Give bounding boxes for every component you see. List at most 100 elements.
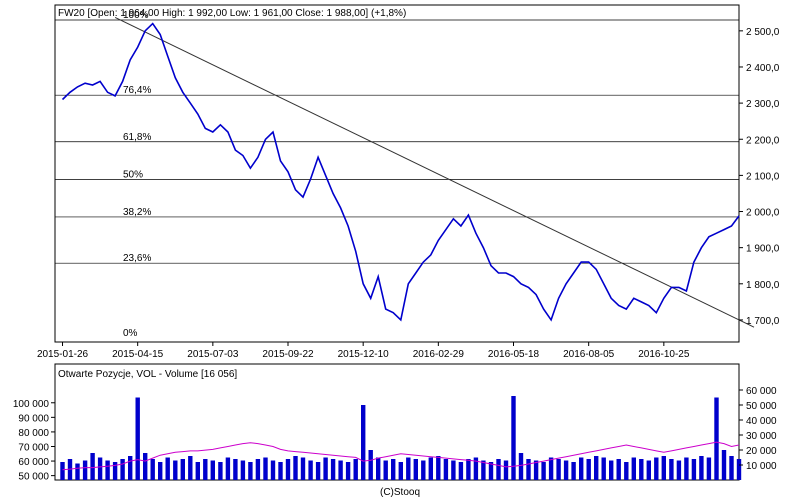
volume-bar [233,459,238,480]
date-tick-label: 2016-05-18 [488,349,540,360]
volume-bar [361,405,366,480]
volume-bar [105,460,110,480]
volume-bar [451,460,456,480]
volume-bar [676,460,682,480]
volume-bar [248,462,253,480]
volume-bar [263,457,268,480]
volume-bar [533,460,539,480]
volume-bar [428,457,433,480]
volume-axis-right: 60 000 50 000 40 000 30 000 20 000 10 000 [739,386,777,472]
volume-bar [135,397,140,480]
volume-bar [391,459,396,480]
volume-bar [195,462,200,480]
price-tick-label: 2 400,0 [746,63,780,74]
volume-bar [458,462,464,480]
date-tick-label: 2015-12-10 [338,349,390,360]
volume-bar [413,459,418,480]
date-tick-label: 2015-09-22 [262,349,314,360]
volume-bar [143,453,148,480]
volume-bar [699,456,704,480]
volume-bar [383,460,388,480]
volume-tick-label: 60 000 [746,386,777,397]
volume-bar [255,459,261,480]
volume-bar [240,460,246,480]
price-panel [54,4,740,343]
open-interest-tick-label: 70 000 [18,442,49,453]
date-axis: 2015-01-26 2015-04-15 2015-07-03 2015-09-22… [37,342,690,360]
volume-bar [376,457,381,480]
open-interest-line [62,441,740,471]
volume-bar [563,460,569,480]
volume-bar [300,457,306,480]
volume-bar [706,457,712,480]
volume-bar [466,459,471,480]
volume-bar [511,396,516,480]
volume-bars [60,396,742,480]
fib-label: 100% [123,10,149,21]
date-tick-label: 2016-10-25 [638,349,690,360]
volume-bar [601,457,606,480]
volume-bar [631,457,636,480]
price-tick-label: 1 700,0 [746,316,780,327]
fib-label: 38,2% [123,207,151,218]
volume-bar [571,462,576,480]
volume-bar [150,459,155,480]
volume-bar [128,456,133,480]
volume-bar [345,462,351,480]
volume-bar [443,459,449,480]
open-interest-tick-label: 50 000 [18,472,49,483]
fib-label: 0% [123,328,138,339]
open-interest-tick-label: 80 000 [18,428,49,439]
price-tick-label: 2 000,0 [746,208,780,219]
volume-tick-label: 20 000 [746,446,777,457]
volume-bar [639,459,644,480]
volume-bar [661,456,666,480]
volume-bar [188,456,193,480]
volume-bar [75,463,80,480]
date-tick-label: 2016-08-05 [563,349,615,360]
volume-bar [368,450,373,480]
price-tick-label: 2 300,0 [746,99,780,110]
volume-bar [481,460,486,480]
volume-bar [586,459,591,480]
volume-panel [54,363,740,481]
fib-label: 61,8% [123,132,151,143]
volume-bar [353,459,358,480]
volume-bar [180,459,185,480]
volume-bar [729,456,734,480]
volume-bar [398,462,403,480]
volume-bar [406,457,411,480]
volume-bar [308,460,313,480]
volume-bar [203,459,208,480]
volume-bar [526,459,531,480]
volume-bar [60,462,65,480]
volume-bar [218,462,223,480]
footer-credit: (C)Stooq [380,487,420,498]
volume-bar [473,457,479,480]
volume-bar [556,459,561,480]
volume-bar [97,457,103,480]
fib-label: 50% [123,169,143,180]
volume-bar [112,462,118,480]
volume-bar [646,460,651,480]
price-panel-header: FW20 [Open: 1 964,00 High: 1 992,00 Low:… [58,8,406,19]
volume-bar [503,460,509,480]
volume-bar [624,462,629,480]
volume-bar [165,457,170,480]
open-interest-tick-label: 90 000 [18,413,49,424]
volume-bar [285,459,291,480]
volume-bar [210,460,215,480]
price-gridlines [55,19,739,264]
date-tick-label: 2015-04-15 [112,349,164,360]
open-interest-tick-label: 100 000 [13,399,50,410]
volume-bar [518,453,524,480]
volume-bar [616,459,621,480]
date-tick-label: 2015-07-03 [187,349,239,360]
volume-bar [293,456,298,480]
fibonacci-labels: 100% 76,4% 61,8% 50% 38,2% 23,6% 0% [123,10,151,339]
volume-tick-label: 10 000 [746,461,777,472]
volume-tick-label: 30 000 [746,431,777,442]
price-tick-label: 1 900,0 [746,244,780,255]
volume-bar [721,450,727,480]
